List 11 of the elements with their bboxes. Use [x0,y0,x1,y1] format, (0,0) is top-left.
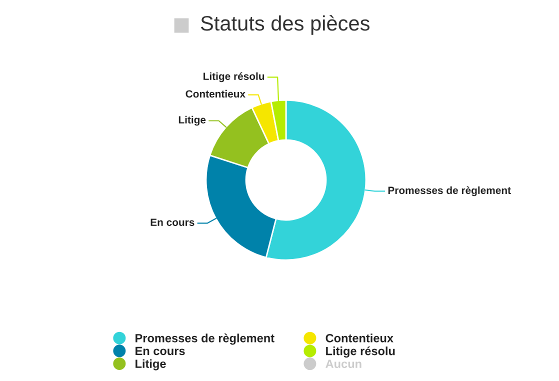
slice-label: Litige [178,116,206,126]
slice-label: Promesses de règlement [388,186,511,196]
slice-label: En cours [150,218,194,226]
legend-label: Promesses de règlement [136,334,274,345]
legend-label: En cours [136,346,185,356]
legend-label: Litige résolu [326,346,395,358]
legend-label: Litige [136,359,166,370]
chart-title: Statuts des pièces [200,15,370,35]
slice-label: Litige résolu [204,72,264,82]
legend-label: Contentieux [326,334,394,342]
slice-label: Contentieux [186,90,246,98]
